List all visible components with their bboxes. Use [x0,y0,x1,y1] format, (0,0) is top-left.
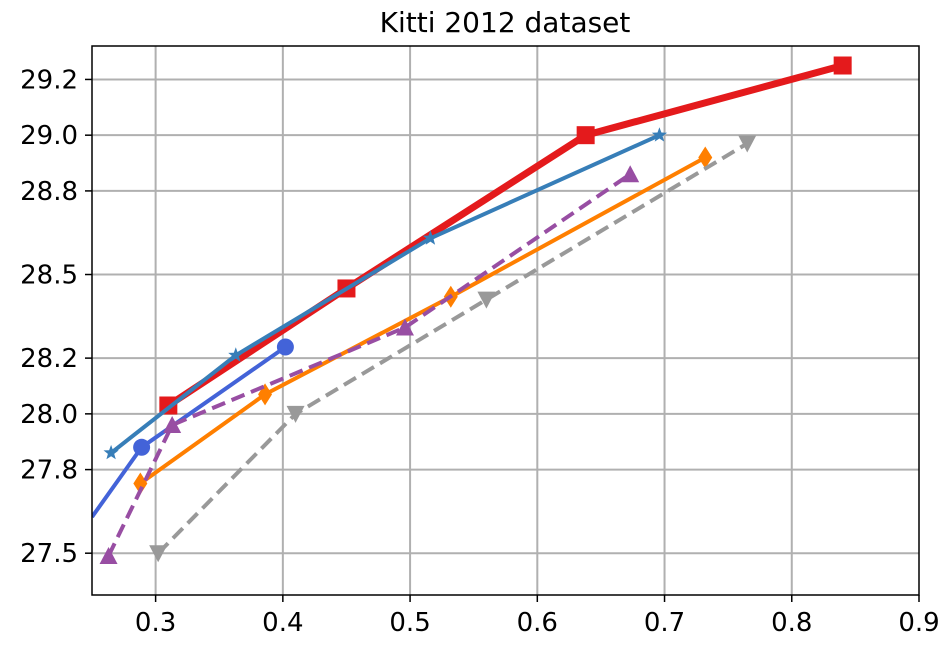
x-tick-label: 0.7 [644,608,685,638]
marker-star [103,444,119,460]
marker-triangle-down [477,291,496,309]
axis-ticks: 0.3 0.4 0.5 0.6 0.7 0.8 0.9 27.5 27.8 28.0 28.2 28.… [20,65,940,638]
marker-star [228,347,244,362]
x-tick-label: 0.3 [135,608,176,638]
y-tick-label: 27.8 [20,456,78,486]
marker-circle [276,338,294,356]
series-2 [92,338,294,519]
marker-square [576,126,595,145]
marker-triangle-up [621,165,640,183]
marker-triangle-down [149,545,168,563]
y-tick-label: 29.2 [20,65,78,95]
series-4 [99,165,640,564]
marker-square [833,56,852,75]
y-tick-label: 28.2 [20,344,78,374]
grid [92,46,919,595]
marker-circle [133,438,151,456]
series-line [92,345,287,519]
y-tick-label: 29.0 [20,121,78,151]
series-5 [149,135,757,563]
marker-star [651,127,668,142]
series-line [139,155,707,486]
marker-diamond [133,472,148,495]
x-tick-label: 0.6 [517,608,558,638]
x-tick-label: 0.5 [389,608,430,638]
series-line [166,62,844,409]
marker-diamond [698,146,713,169]
x-tick-label: 0.9 [898,608,939,638]
y-tick-label: 27.5 [20,539,78,569]
x-tick-label: 0.4 [262,608,303,638]
marker-triangle-down [286,405,305,423]
marker-triangle-up [163,416,182,434]
marker-triangle-up [99,546,118,564]
series-1 [103,127,668,460]
chart-title: Kitti 2012 dataset [380,6,631,39]
series-group [92,56,852,564]
marker-triangle-up [395,318,414,336]
marker-star [422,230,438,245]
marker-triangle-down [738,135,757,153]
series-3 [133,146,713,495]
plot-frame [91,45,920,596]
series-line [106,172,632,557]
y-tick-label: 28.8 [20,177,78,207]
series-line [156,141,749,555]
series-line [109,133,661,455]
y-tick-label: 28.5 [20,261,78,291]
y-tick-label: 28.0 [20,400,78,430]
x-tick-label: 0.8 [771,608,812,638]
